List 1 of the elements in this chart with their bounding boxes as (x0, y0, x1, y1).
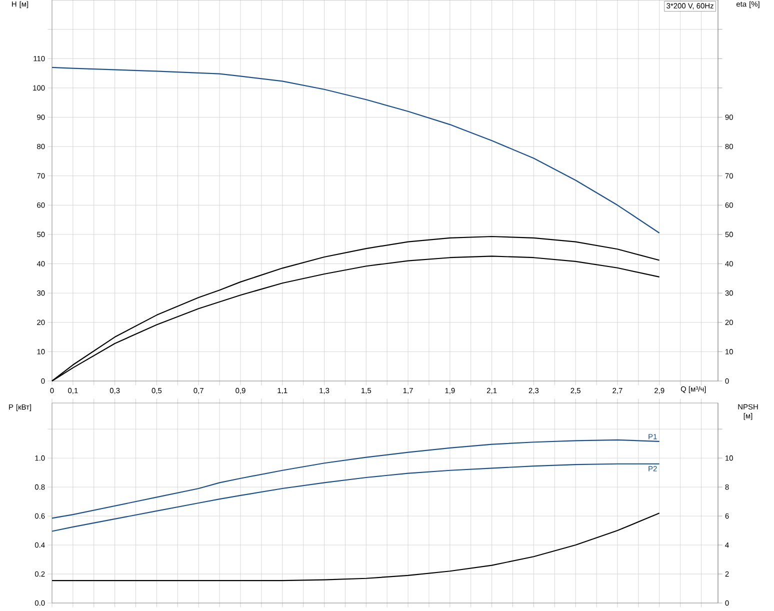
line-series (51, 463, 660, 532)
